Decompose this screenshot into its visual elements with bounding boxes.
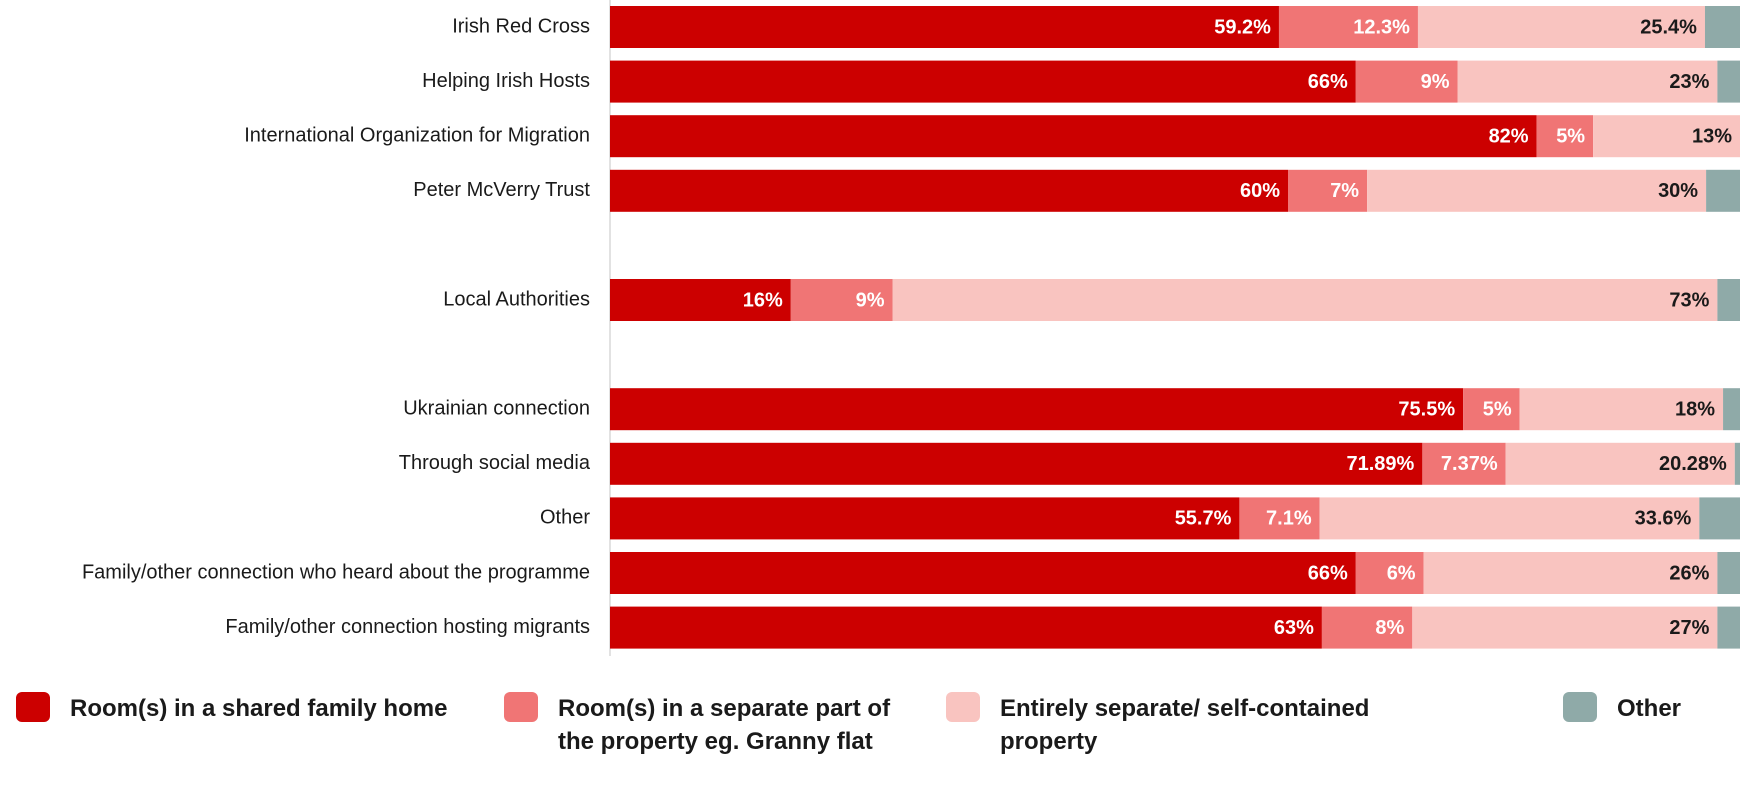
bar-segment-entirely-separate-self-c-10 — [1423, 552, 1718, 594]
bar-segment-room-s-in-a-shared-famil-5 — [610, 279, 791, 321]
bar-segment-room-s-in-a-separate-par-2 — [1536, 115, 1594, 158]
data-label-series1-row8: 7.37% — [1441, 453, 1498, 475]
bar-segment-room-s-in-a-shared-famil-8 — [610, 442, 1423, 485]
data-label-series2-row11: 27% — [1669, 617, 1709, 639]
legend-item-shared-family-home: Room(s) in a shared family home — [16, 692, 486, 725]
bar-segment-room-s-in-a-separate-par-3 — [1288, 169, 1368, 212]
bar-segment-other-9 — [1699, 497, 1740, 540]
stacked-bar-chart: 59.2% 12.3% 25.4% 66% 9% 23% 82% 5% 13% 60% 7% 30% 1… — [82, 0, 1740, 656]
bar-segment-entirely-separate-self-c-8 — [1505, 442, 1735, 485]
data-label-series2-row8: 20.28% — [1659, 453, 1727, 475]
data-label-series2-row7: 18% — [1675, 398, 1715, 420]
bar-segment-entirely-separate-self-c-9 — [1319, 497, 1700, 540]
legend-swatch-shared-family-home — [16, 692, 50, 722]
data-label-series2-row5: 73% — [1669, 289, 1709, 311]
bar-segment-room-s-in-a-shared-famil-1 — [610, 60, 1356, 103]
bar-segment-room-s-in-a-separate-par-11 — [1321, 606, 1413, 649]
category-label-ukrainian-connection: Ukrainian connection — [403, 397, 590, 419]
category-label-family-other-connection-who-heard-about-the-programme: Family/other connection who heard about … — [82, 561, 590, 583]
bar-segment-entirely-separate-self-c-11 — [1412, 606, 1718, 649]
bar-segment-other-8 — [1734, 442, 1740, 485]
legend-swatch-other — [1563, 692, 1597, 722]
category-labels: Irish Red Cross Helping Irish Hosts Intern… — [82, 15, 591, 638]
bar-segment-room-s-in-a-separate-par-0 — [1278, 6, 1418, 48]
bar-segment-other-0 — [1704, 6, 1740, 48]
data-label-series1-row3: 7% — [1330, 180, 1359, 202]
category-label-helping-irish-hosts: Helping Irish Hosts — [422, 70, 590, 92]
legend-item-other: Other — [1563, 692, 1733, 725]
legend-label: Other — [1617, 695, 1682, 722]
data-label-series0-row8: 71.89% — [1347, 453, 1415, 475]
bar-segment-room-s-in-a-separate-par-9 — [1239, 497, 1320, 540]
bar-segment-room-s-in-a-separate-par-7 — [1463, 388, 1520, 431]
data-label-series2-row3: 30% — [1658, 180, 1698, 202]
bars-layer: 59.2% 12.3% 25.4% 66% 9% 23% 82% 5% 13% 60% 7% 30% 1… — [610, 6, 1740, 649]
bar-segment-room-s-in-a-separate-par-1 — [1355, 60, 1458, 103]
data-label-series0-row3: 60% — [1240, 180, 1280, 202]
bar-segment-other-1 — [1717, 60, 1740, 103]
bar-segment-entirely-separate-self-c-1 — [1457, 60, 1718, 103]
bar-segment-room-s-in-a-separate-par-8 — [1422, 442, 1506, 485]
category-label-peter-mcverry-trust: Peter McVerry Trust — [413, 179, 590, 201]
bar-segment-other-3 — [1706, 169, 1740, 212]
data-label-series1-row10: 6% — [1387, 562, 1416, 584]
legend-swatch-self-contained — [946, 692, 980, 722]
data-label-series1-row9: 7.1% — [1266, 508, 1312, 530]
legend-label: Entirely separate/ self-contained proper… — [1000, 695, 1370, 755]
bar-segment-room-s-in-a-shared-famil-3 — [610, 169, 1288, 212]
bar-segment-room-s-in-a-shared-famil-9 — [610, 497, 1240, 540]
legend-swatch-separate-part — [504, 692, 538, 722]
data-label-series1-row11: 8% — [1375, 617, 1404, 639]
bar-segment-other-10 — [1717, 552, 1740, 594]
data-label-series1-row1: 9% — [1421, 71, 1450, 93]
bar-segment-room-s-in-a-shared-famil-0 — [610, 6, 1279, 48]
bar-segment-room-s-in-a-shared-famil-2 — [610, 115, 1537, 158]
category-label-other: Other — [540, 507, 590, 529]
data-label-series0-row10: 66% — [1308, 562, 1348, 584]
bar-segment-room-s-in-a-shared-famil-7 — [610, 388, 1464, 431]
data-label-series0-row5: 16% — [743, 289, 783, 311]
data-label-series2-row0: 25.4% — [1640, 16, 1697, 38]
bar-segment-entirely-separate-self-c-3 — [1367, 169, 1707, 212]
bar-segment-entirely-separate-self-c-2 — [1593, 115, 1740, 158]
bar-segment-room-s-in-a-separate-par-10 — [1355, 552, 1424, 594]
bar-segment-other-11 — [1717, 606, 1740, 649]
bar-segment-room-s-in-a-shared-famil-10 — [610, 552, 1356, 594]
legend: Room(s) in a shared family home Room(s) … — [0, 692, 1740, 792]
data-label-series2-row9: 33.6% — [1635, 508, 1692, 530]
bar-segment-other-7 — [1723, 388, 1740, 431]
category-label-international-organization-for-migration: International Organization for Migration — [244, 124, 590, 146]
data-label-series1-row2: 5% — [1556, 125, 1585, 147]
data-label-series1-row5: 9% — [856, 289, 885, 311]
legend-item-self-contained: Entirely separate/ self-contained proper… — [946, 692, 1426, 758]
data-label-series1-row7: 5% — [1483, 398, 1512, 420]
data-label-series0-row1: 66% — [1308, 71, 1348, 93]
data-label-series0-row11: 63% — [1274, 617, 1314, 639]
data-label-series1-row0: 12.3% — [1353, 16, 1410, 38]
category-label-local-authorities: Local Authorities — [443, 288, 590, 310]
legend-label: Room(s) in a separate part of the proper… — [558, 695, 891, 755]
bar-segment-room-s-in-a-shared-famil-11 — [610, 606, 1322, 649]
category-label-family-other-connection-hosting-migrants: Family/other connection hosting migrants — [225, 616, 590, 638]
bar-segment-other-5 — [1717, 279, 1740, 321]
data-label-series0-row0: 59.2% — [1214, 16, 1271, 38]
bar-segment-entirely-separate-self-c-7 — [1519, 388, 1724, 431]
data-label-series0-row7: 75.5% — [1398, 398, 1455, 420]
data-label-series2-row2: 13% — [1692, 125, 1732, 147]
data-label-series0-row2: 82% — [1489, 125, 1529, 147]
category-label-through-social-media: Through social media — [399, 452, 591, 474]
legend-label: Room(s) in a shared family home — [70, 695, 448, 722]
bar-segment-entirely-separate-self-c-0 — [1417, 6, 1705, 48]
bar-segment-room-s-in-a-separate-par-5 — [790, 279, 893, 321]
data-label-series2-row10: 26% — [1669, 562, 1709, 584]
legend-item-separate-part: Room(s) in a separate part of the proper… — [504, 692, 924, 758]
bar-segment-entirely-separate-self-c-5 — [892, 279, 1718, 321]
category-label-irish-red-cross: Irish Red Cross — [452, 15, 590, 37]
data-label-series0-row9: 55.7% — [1175, 508, 1232, 530]
data-label-series2-row1: 23% — [1669, 71, 1709, 93]
